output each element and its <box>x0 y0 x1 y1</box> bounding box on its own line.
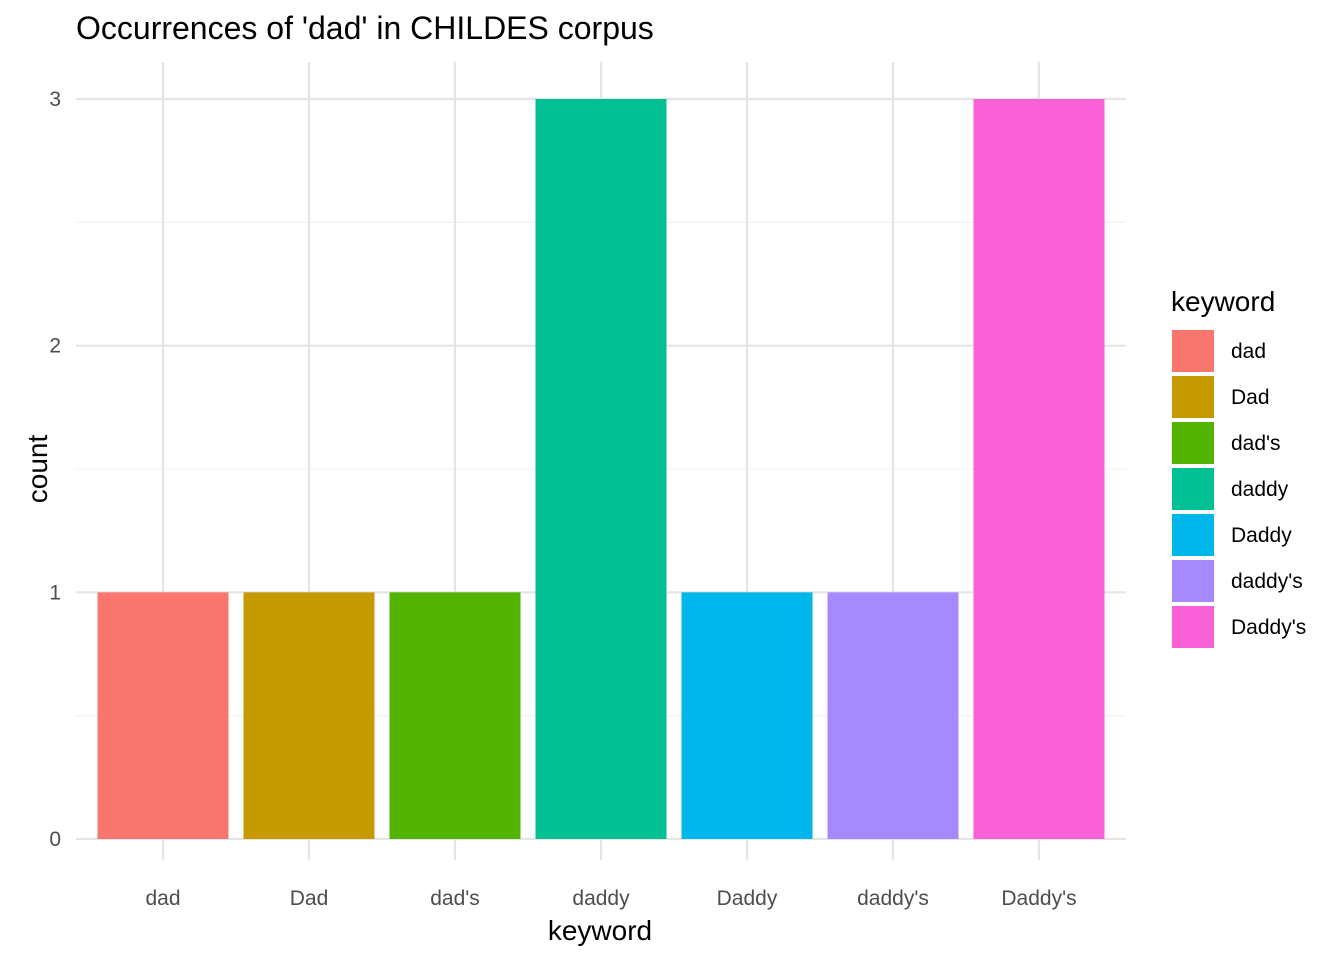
y-tick-label: 2 <box>49 335 61 358</box>
bar-dad's <box>389 592 521 839</box>
x-tick-label: daddy <box>572 887 630 910</box>
x-tick-label: dad <box>145 887 180 910</box>
y-axis-ticks: 0 1 2 3 <box>49 88 61 851</box>
legend: keyword dad Dad dad's daddy Daddy daddy's Dadd… <box>1171 286 1306 648</box>
x-tick-label: daddy's <box>857 887 929 910</box>
bar-daddy's <box>827 592 959 839</box>
legend-key-dad <box>1172 330 1214 372</box>
legend-key-daddy <box>1172 468 1214 510</box>
bar-dad <box>97 592 229 839</box>
legend-key-Dad <box>1172 376 1214 418</box>
y-tick-label: 1 <box>49 581 61 604</box>
legend-label: Daddy's <box>1231 616 1306 639</box>
x-axis-title: keyword <box>548 915 652 946</box>
y-tick-label: 0 <box>49 828 61 851</box>
bars <box>97 99 1105 839</box>
bar-Daddy's <box>973 99 1105 839</box>
x-tick-label: dad's <box>430 887 480 910</box>
y-axis-title: count <box>22 435 53 504</box>
x-tick-label: Daddy <box>717 887 778 910</box>
legend-key-dad's <box>1172 422 1214 464</box>
legend-key-daddy's <box>1172 560 1214 602</box>
x-tick-label: Daddy's <box>1001 887 1076 910</box>
x-axis-ticks: dad Dad dad's daddy Daddy daddy's Daddy's <box>145 887 1076 910</box>
bar-Dad <box>243 592 375 839</box>
legend-label: Dad <box>1231 386 1270 409</box>
legend-label: daddy <box>1231 478 1289 501</box>
chart-title: Occurrences of 'dad' in CHILDES corpus <box>76 10 654 46</box>
bar-daddy <box>535 99 667 839</box>
legend-label: daddy's <box>1231 570 1303 593</box>
legend-key-Daddy <box>1172 514 1214 556</box>
legend-label: dad's <box>1231 432 1281 455</box>
legend-key-Daddy's <box>1172 606 1214 648</box>
x-tick-label: Dad <box>290 887 329 910</box>
y-tick-label: 3 <box>49 88 61 111</box>
bar-Daddy <box>681 592 813 839</box>
legend-label: dad <box>1231 340 1266 363</box>
legend-title: keyword <box>1171 286 1275 317</box>
legend-label: Daddy <box>1231 524 1292 547</box>
